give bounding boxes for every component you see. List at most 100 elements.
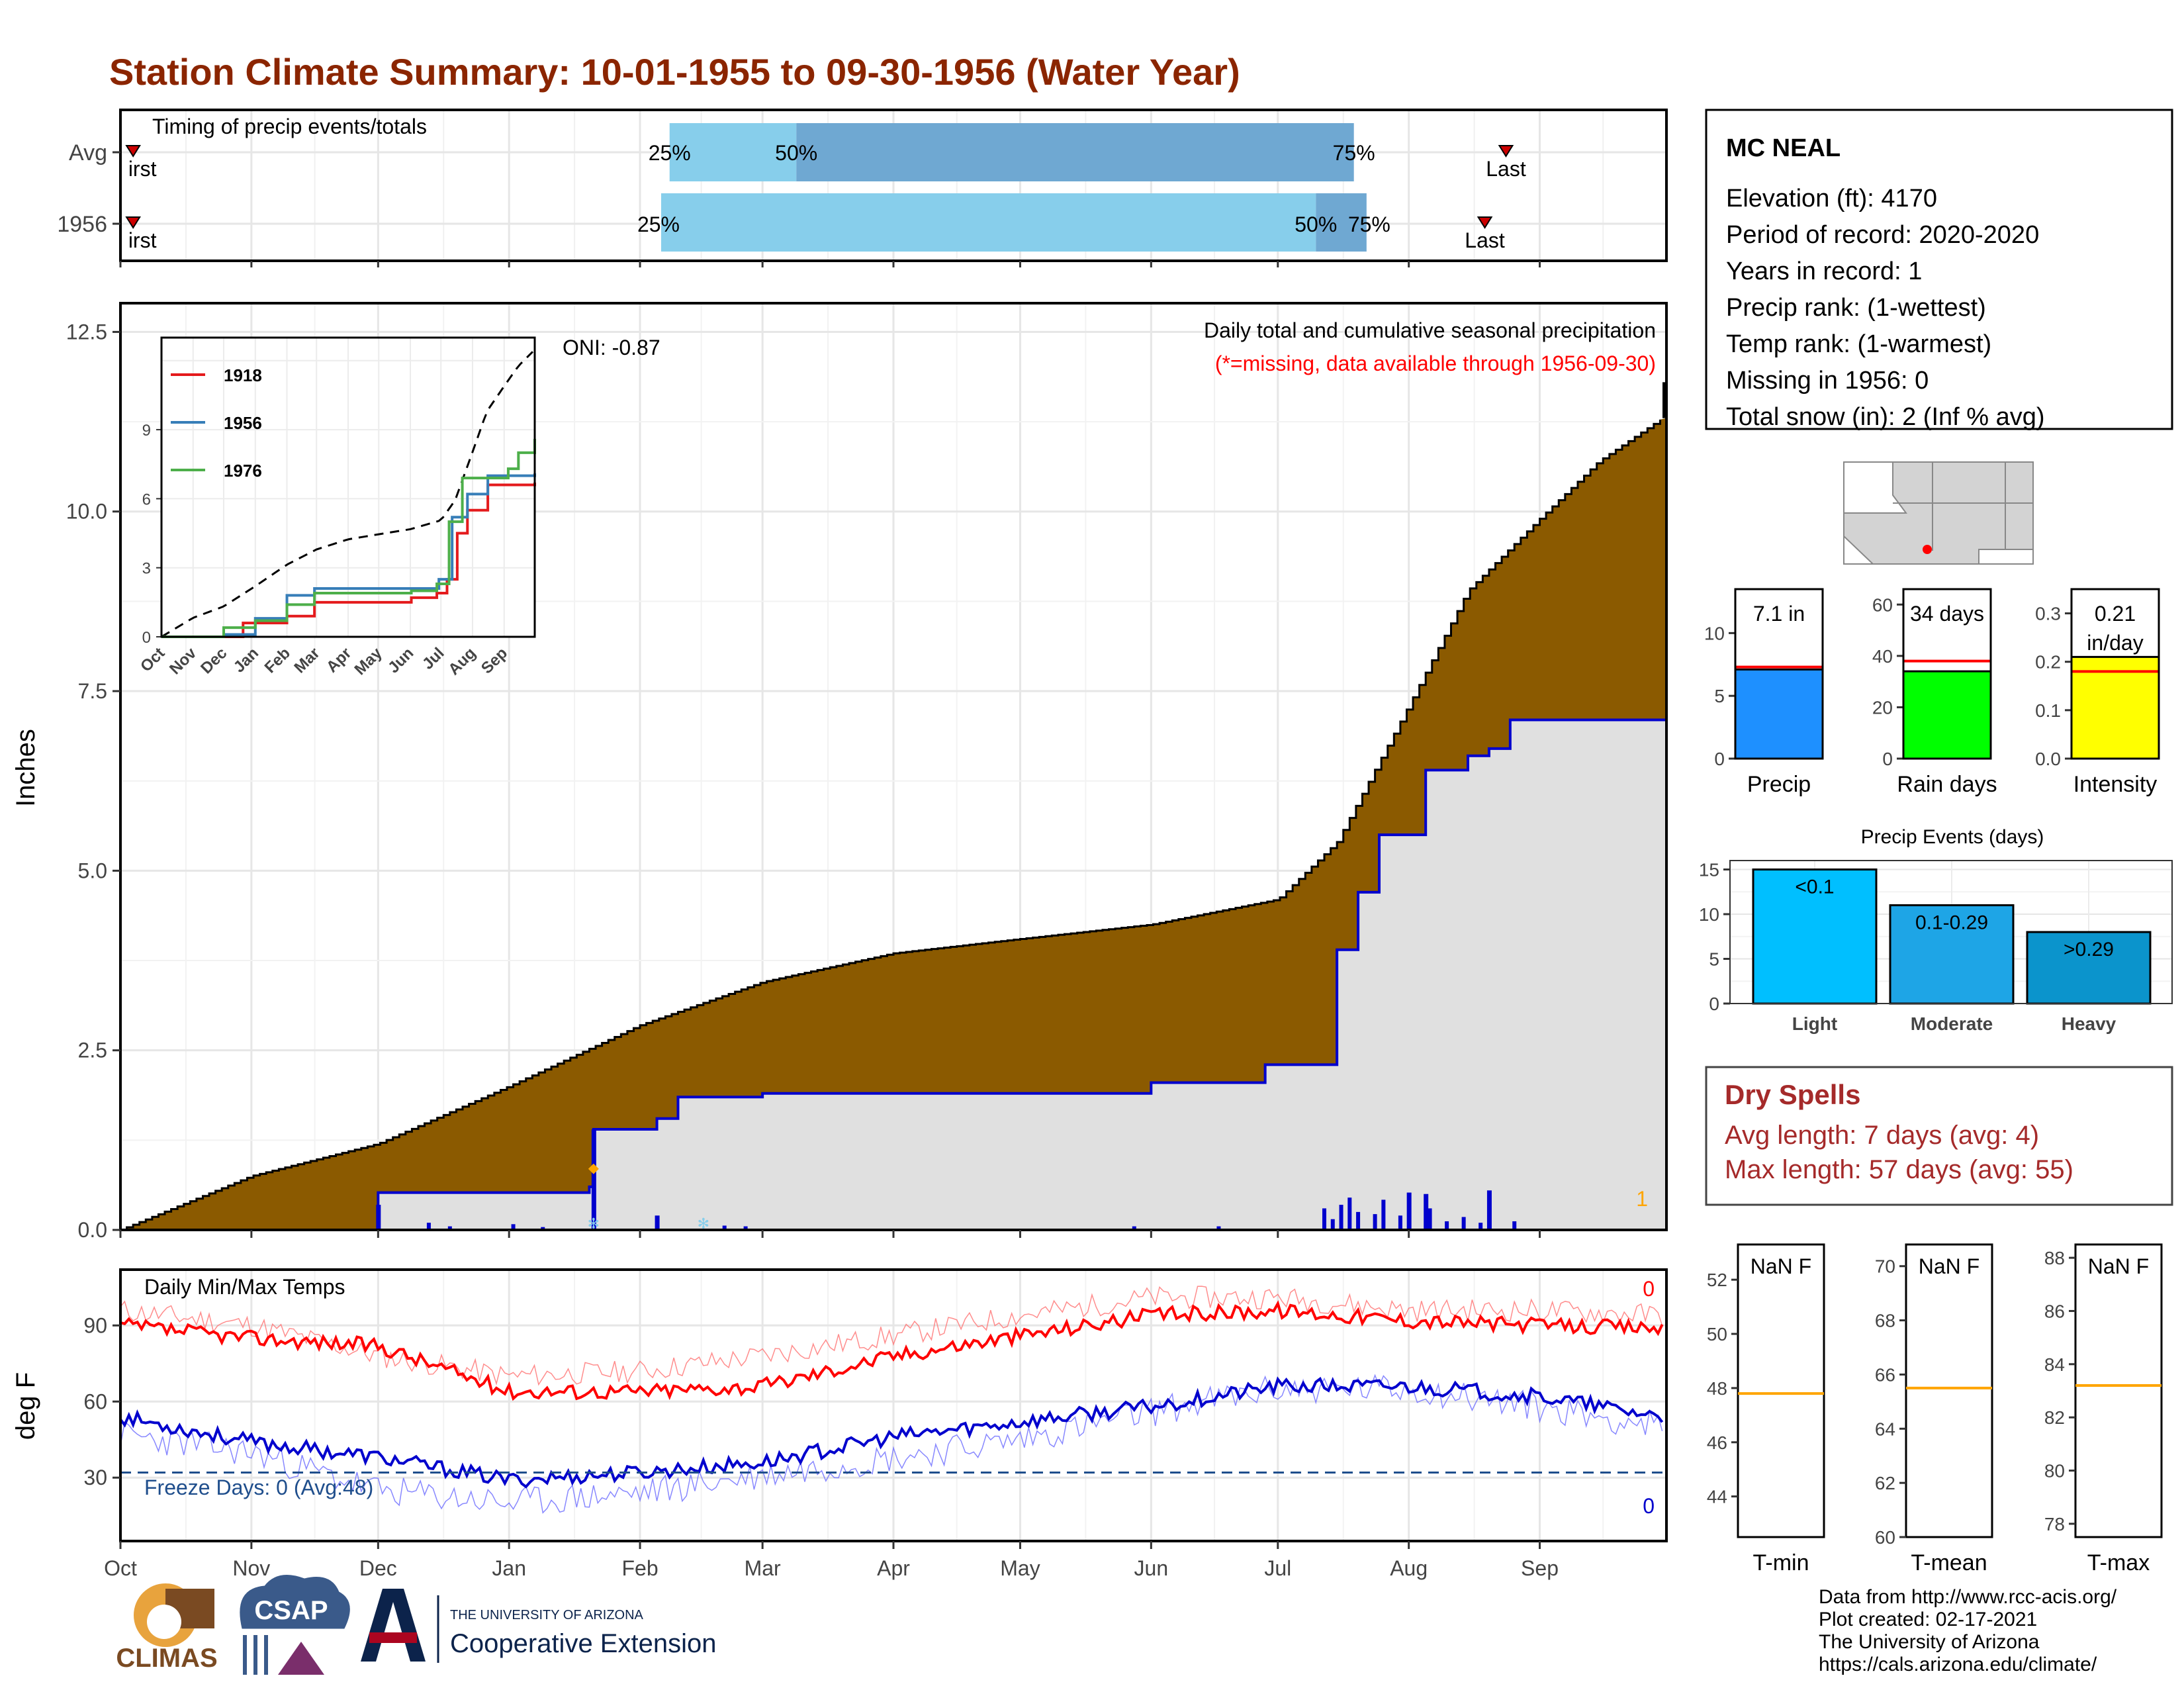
credit-line: Plot created: 02-17-2021 [1819,1609,2037,1630]
first-event-label: irst [128,228,157,252]
ua-logo: THE UNIVERSITY OF ARIZONA Cooperative Ex… [361,1589,716,1663]
temp-summary-value: NaN F [2088,1254,2149,1278]
inset-frame [160,336,536,638]
precip-y-tick-label: 7.5 [78,679,107,703]
timing-x-ticks [113,151,1541,267]
timing-label: Timing of precip events/totals [152,115,427,138]
events-frame [1729,860,2173,1004]
daily-precip-bar [591,1129,596,1230]
daily-precip-bar [1445,1221,1449,1230]
observed-cumulative-area [120,720,1666,1230]
temp-panel-label: Daily Min/Max Temps [144,1275,345,1299]
temp-summary-y-tick-label: 86 [2044,1301,2065,1321]
temp-summary-label: T-mean [1911,1550,1987,1575]
temp-summary-y-tick-label: 82 [2044,1407,2065,1428]
precip-events-title: Precip Events (days) [1861,826,2044,848]
inset-x-tick-label: Jan [230,644,262,676]
timing-panel: 25% 50% 75% irst Last 25% 50% 75% irst Last Timin… [57,109,1668,267]
temp-y-axis: 30 60 90 [83,1313,120,1489]
mini-bar-frame [2070,588,2160,760]
month-label: Aug [1390,1556,1428,1580]
daily-precip-bar [1132,1226,1136,1230]
last-event-marker-icon [1477,216,1493,229]
precip-x-ticks [119,1230,1541,1238]
temperature-panel: 30 60 90 Oct Nov Dec Jan Feb Mar Apr May Jun Jul Aug… [11,1268,1668,1580]
map-mexico-west [1843,534,1875,565]
month-label: Mar [745,1556,781,1580]
precip-y-tick-label: 2.5 [78,1039,107,1062]
first-event-marker-icon [125,216,141,229]
inset-x-tick-label: May [351,644,387,679]
last-event-marker-icon [1498,145,1514,158]
month-label: Apr [877,1556,910,1580]
map-mexico-east [1978,549,2034,565]
events-y-tick-label: 0 [1709,994,1719,1014]
daily-precip-bar [511,1224,516,1230]
month-label: May [1000,1556,1040,1580]
temperature-summary-panels: NaN F 44 46 48 50 52 T-min NaN F 60 62 64 66 68 70 T-m… [1707,1243,2163,1575]
events-y-tick-label: 10 [1699,904,1719,925]
max-temp-count: 0 [1643,1277,1655,1301]
temp-grid [119,1270,1666,1541]
dry-spells-max: Max length: 57 days (avg: 55) [1725,1155,2073,1184]
inset-x-tick-label: Sep [478,644,511,677]
min-temp-line [119,1376,1664,1489]
daily-precip-bar [376,1205,381,1230]
dry-spells-title: Dry Spells [1725,1079,1860,1110]
daily-precip-bar [1406,1192,1412,1230]
mini-bar-y-tick-label: 0 [1714,749,1725,769]
last-event-label: Last [1486,157,1526,181]
last-event-label: Last [1465,228,1505,252]
events-y-tick-label: 15 [1699,860,1719,880]
timing-bar-50-75 [1316,193,1367,252]
csap-cloud-icon [240,1575,350,1629]
timing-bars: 25% 50% 75% irst Last 25% 50% 75% irst Last [125,123,1526,252]
temp-summary-y-tick-label: 52 [1707,1270,1727,1290]
events-y-tick-label: 5 [1709,949,1719,970]
mini-bar-y-tick-label: 0.0 [2035,749,2061,769]
daily-precip-bar [1486,1190,1492,1230]
month-label: Feb [621,1556,658,1580]
temp-summary-y-tick-label: 64 [1875,1419,1895,1439]
month-label: Sep [1521,1556,1559,1580]
precip-events-plot: 0 5 10 15 <0.1 Light 0.1-0.29 Moderate >0.29 Heav… [1699,860,2173,1034]
oni-label: ONI: -0.87 [563,336,660,359]
daily-precip-bar [541,1227,545,1230]
station-detail-line: Period of record: 2020-2020 [1726,221,2039,249]
missing-data-note: (*=missing, data available through 1956-… [1215,352,1656,375]
temp-y-label: deg F [11,1372,40,1440]
dry-spells-frame [1705,1066,2173,1206]
daily-precip-bar [1330,1219,1335,1230]
temp-summary-y-tick-label: 68 [1875,1311,1895,1331]
inset-average-line [161,351,533,638]
csap-rain-icon [243,1635,268,1675]
temp-summary-y-tick-label: 62 [1875,1473,1895,1493]
inset-legend-label: 1976 [224,461,262,481]
mini-bar-value-label: 34 days [1910,602,1984,626]
csap-logo: CSAP [240,1575,350,1675]
precip-corner-count: 1 [1636,1187,1648,1211]
month-label: Dec [359,1556,397,1580]
inset-y-tick-label: 3 [142,560,151,578]
daily-precip-bar [1356,1211,1361,1230]
precip-y-axis: 0.0 2.5 5.0 7.5 10.0 12.5 [66,320,120,1242]
month-label: Jul [1264,1556,1291,1580]
min-temp-count: 0 [1643,1494,1655,1518]
temp-summary-y-tick-label: 50 [1707,1324,1727,1344]
daily-precip-bar [1479,1223,1483,1230]
daily-precip-bar [1339,1205,1343,1230]
precip-event-bar-light [1752,868,1878,1005]
locator-map [1843,461,2034,565]
inset-x-tick-label: Mar [291,644,323,677]
precip-events-chart: Precip Events (days) 0 5 10 15 <0.1 Light 0.1-… [1699,826,2173,1034]
climas-logo-text: CLIMAS [116,1644,217,1673]
inset-x-tick-label: Aug [445,644,479,679]
temp-summary-y-tick-label: 44 [1707,1487,1727,1507]
mini-bar-y-tick-label: 0 [1882,749,1893,769]
timing-bar-50-75 [796,123,1354,181]
first-event-label: irst [128,157,157,181]
daily-precip-bar [447,1226,452,1230]
avg-cumulative-line [120,419,1661,1231]
ua-crossbar-icon [369,1632,417,1643]
timing-pct-label: 50% [1295,212,1337,236]
